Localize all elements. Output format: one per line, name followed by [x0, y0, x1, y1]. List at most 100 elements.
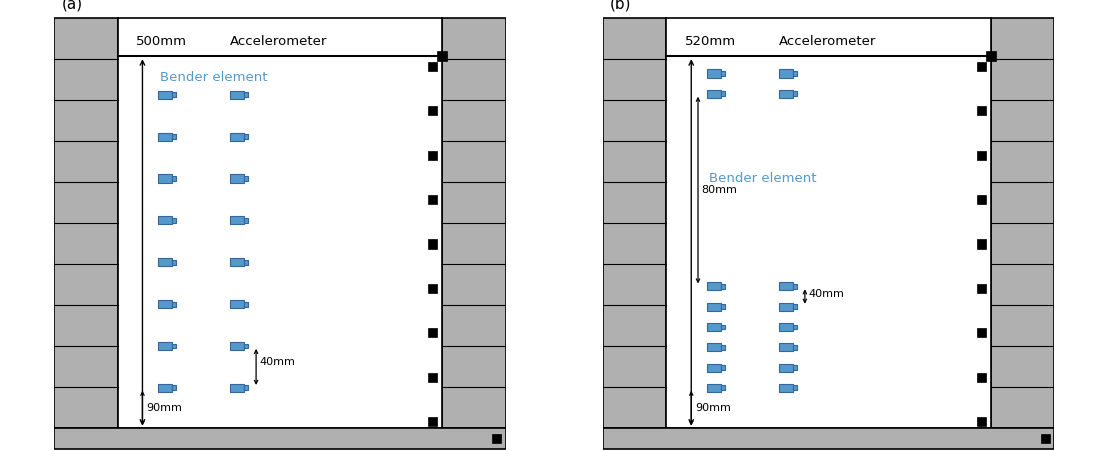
Bar: [721, 284, 725, 289]
Bar: [244, 218, 248, 223]
Text: 40mm: 40mm: [260, 357, 296, 368]
Bar: [244, 92, 248, 97]
Bar: [442, 18, 505, 428]
Bar: [244, 386, 248, 390]
Bar: [793, 365, 796, 370]
Bar: [721, 345, 725, 350]
Bar: [721, 325, 725, 329]
Bar: [778, 343, 793, 351]
Bar: [721, 71, 725, 76]
Bar: [172, 344, 176, 349]
Bar: [428, 328, 437, 337]
Bar: [172, 92, 176, 97]
Bar: [230, 342, 244, 350]
Bar: [230, 384, 244, 392]
Bar: [707, 303, 721, 311]
Bar: [707, 90, 721, 98]
Bar: [244, 302, 248, 307]
Bar: [244, 176, 248, 181]
Bar: [987, 51, 996, 61]
Text: 40mm: 40mm: [809, 289, 844, 299]
Bar: [977, 62, 986, 71]
Bar: [793, 284, 796, 289]
Bar: [721, 386, 725, 390]
Bar: [977, 328, 986, 337]
Bar: [977, 373, 986, 382]
Bar: [793, 304, 796, 309]
Bar: [778, 364, 793, 372]
Bar: [604, 18, 666, 428]
Bar: [428, 373, 437, 382]
Bar: [172, 260, 176, 265]
Bar: [793, 325, 796, 329]
Bar: [721, 92, 725, 96]
Bar: [172, 176, 176, 181]
Bar: [793, 386, 796, 390]
Text: 90mm: 90mm: [694, 403, 730, 413]
Bar: [158, 258, 172, 266]
Bar: [158, 384, 172, 392]
Bar: [707, 323, 721, 331]
Bar: [230, 300, 244, 308]
Bar: [492, 434, 501, 443]
Bar: [977, 417, 986, 426]
Bar: [707, 69, 721, 78]
Text: (a): (a): [62, 0, 83, 11]
Bar: [230, 91, 244, 99]
Text: Accelerometer: Accelerometer: [780, 35, 877, 48]
Bar: [172, 302, 176, 307]
Text: Bender element: Bender element: [709, 172, 816, 185]
Text: 80mm: 80mm: [701, 185, 737, 195]
Bar: [977, 195, 986, 204]
Bar: [172, 134, 176, 139]
Bar: [977, 151, 986, 160]
Bar: [428, 417, 437, 426]
Bar: [230, 216, 244, 225]
Bar: [793, 71, 796, 76]
Bar: [428, 284, 437, 293]
Text: Accelerometer: Accelerometer: [231, 35, 328, 48]
Bar: [172, 218, 176, 223]
Bar: [428, 239, 437, 249]
Bar: [244, 344, 248, 349]
Bar: [778, 282, 793, 290]
Text: 500mm: 500mm: [136, 35, 187, 48]
Bar: [428, 195, 437, 204]
Bar: [604, 428, 1054, 449]
Bar: [172, 386, 176, 390]
Bar: [721, 365, 725, 370]
Bar: [55, 18, 118, 428]
Bar: [428, 106, 437, 115]
Bar: [977, 239, 986, 249]
Bar: [778, 303, 793, 311]
Bar: [707, 282, 721, 290]
Bar: [230, 258, 244, 266]
Text: (b): (b): [610, 0, 632, 11]
Bar: [244, 134, 248, 139]
Bar: [428, 62, 437, 71]
Bar: [778, 90, 793, 98]
Bar: [158, 216, 172, 225]
Bar: [778, 69, 793, 78]
Text: 520mm: 520mm: [684, 35, 736, 48]
Bar: [158, 133, 172, 141]
Bar: [707, 384, 721, 392]
Bar: [793, 92, 796, 96]
Bar: [438, 51, 447, 61]
Bar: [977, 106, 986, 115]
Bar: [158, 342, 172, 350]
Bar: [55, 428, 505, 449]
Bar: [158, 300, 172, 308]
Bar: [977, 284, 986, 293]
Bar: [158, 91, 172, 99]
Text: 90mm: 90mm: [146, 403, 181, 413]
Bar: [158, 175, 172, 183]
Bar: [666, 18, 991, 428]
Bar: [428, 151, 437, 160]
Text: Bender element: Bender element: [160, 71, 268, 84]
Bar: [991, 18, 1054, 428]
Bar: [778, 384, 793, 392]
Bar: [244, 260, 248, 265]
Bar: [793, 345, 796, 350]
Bar: [230, 133, 244, 141]
